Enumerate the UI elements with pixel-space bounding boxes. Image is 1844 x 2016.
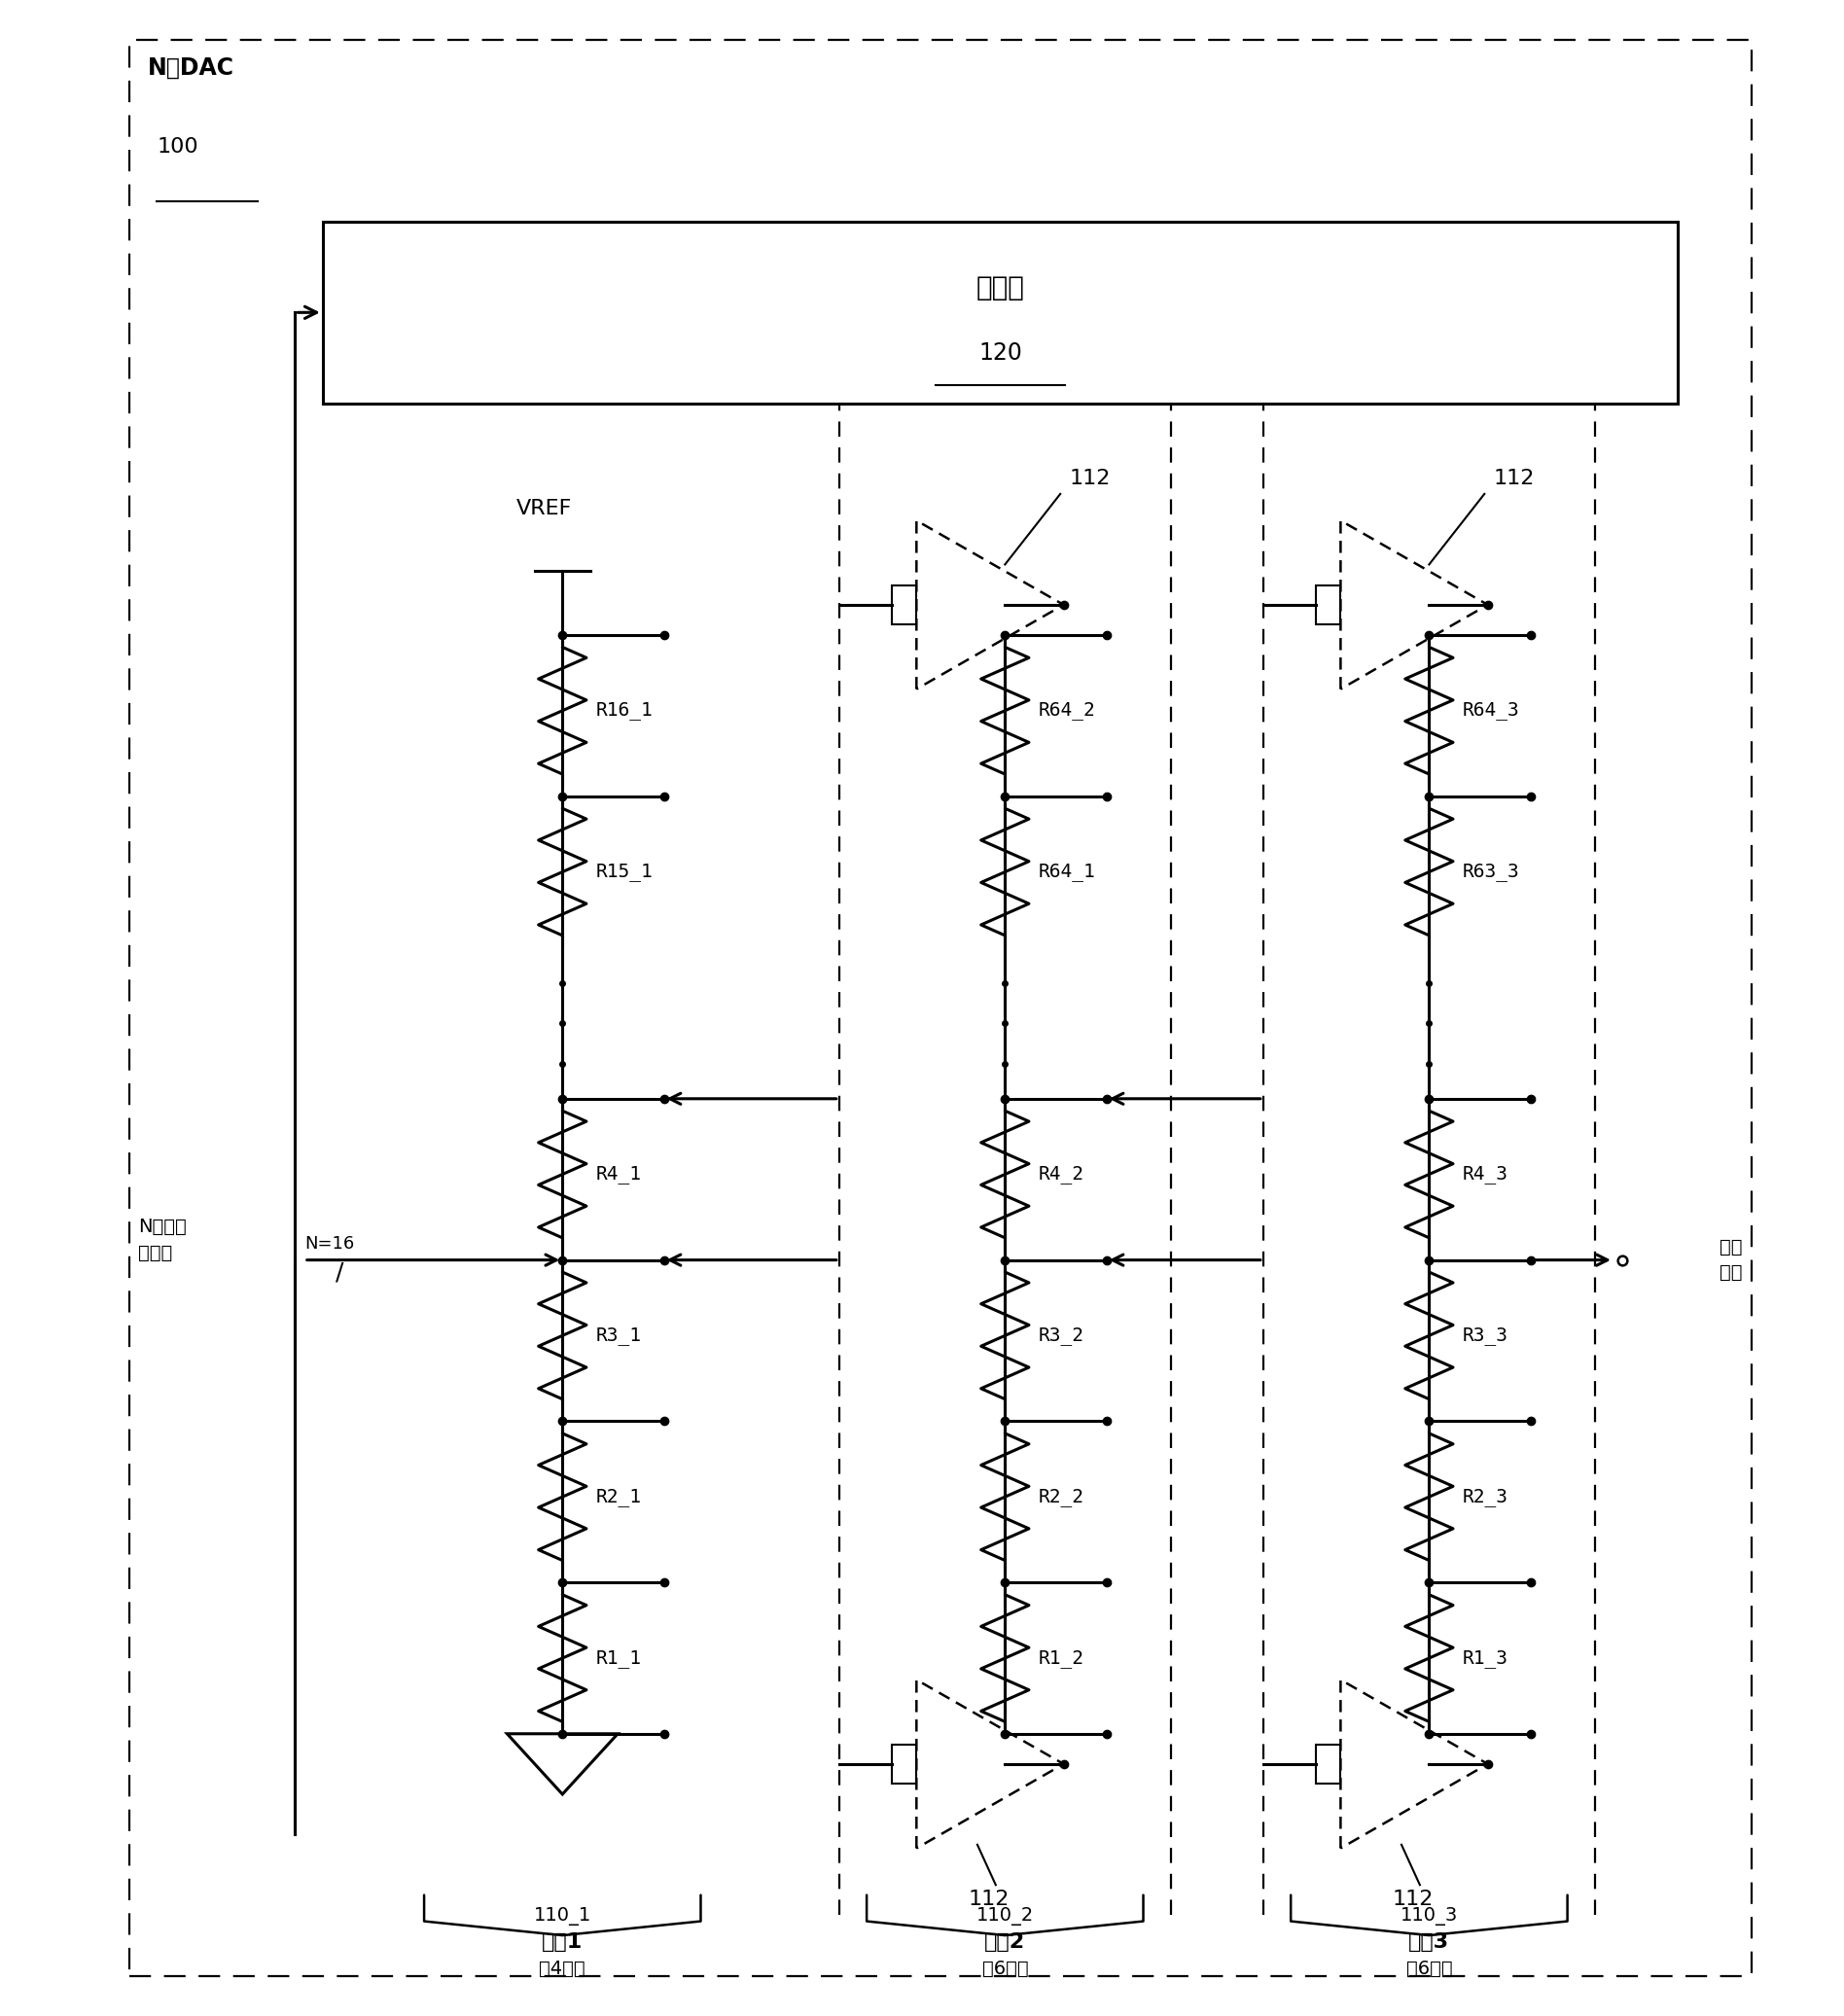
Text: 112: 112 xyxy=(968,1889,1009,1909)
Text: 分段1: 分段1 xyxy=(542,1931,583,1951)
Text: R15_1: R15_1 xyxy=(596,863,653,881)
Text: 模拟
输出: 模拟 输出 xyxy=(1720,1238,1743,1282)
Text: R3_2: R3_2 xyxy=(1038,1327,1084,1345)
Text: N=16: N=16 xyxy=(304,1236,354,1252)
Text: 110_3: 110_3 xyxy=(1400,1907,1459,1925)
Text: 110_2: 110_2 xyxy=(975,1907,1034,1925)
Bar xyxy=(892,1744,916,1782)
Text: R1_2: R1_2 xyxy=(1038,1649,1084,1667)
Text: N位DAC: N位DAC xyxy=(148,56,234,81)
Text: 112: 112 xyxy=(1070,468,1110,488)
Text: 分段2: 分段2 xyxy=(985,1931,1025,1951)
Bar xyxy=(892,585,916,623)
Text: （6位）: （6位） xyxy=(981,1960,1029,1978)
Text: R64_3: R64_3 xyxy=(1462,702,1519,720)
Text: 112: 112 xyxy=(1494,468,1534,488)
Text: /: / xyxy=(336,1260,343,1284)
Text: R3_1: R3_1 xyxy=(596,1327,642,1345)
Text: R63_3: R63_3 xyxy=(1462,863,1519,881)
Text: R64_1: R64_1 xyxy=(1038,863,1095,881)
Text: 分段3: 分段3 xyxy=(1409,1931,1449,1951)
Text: R4_2: R4_2 xyxy=(1038,1165,1084,1183)
Text: 100: 100 xyxy=(157,137,197,157)
Text: R4_1: R4_1 xyxy=(596,1165,642,1183)
Text: R16_1: R16_1 xyxy=(596,702,653,720)
Text: R2_2: R2_2 xyxy=(1038,1488,1084,1506)
Text: R2_3: R2_3 xyxy=(1462,1488,1508,1506)
Text: （6位）: （6位） xyxy=(1405,1960,1453,1978)
Text: R4_3: R4_3 xyxy=(1462,1165,1508,1183)
Text: R3_3: R3_3 xyxy=(1462,1327,1508,1345)
Text: （4位）: （4位） xyxy=(538,1960,586,1978)
Text: R2_1: R2_1 xyxy=(596,1488,642,1506)
Bar xyxy=(1317,585,1341,623)
Text: 110_1: 110_1 xyxy=(533,1907,592,1925)
Text: 120: 120 xyxy=(979,341,1022,365)
Text: VREF: VREF xyxy=(516,498,572,518)
Text: R1_1: R1_1 xyxy=(596,1649,642,1667)
Text: N位数字
输入码: N位数字 输入码 xyxy=(138,1218,186,1262)
Text: 解码器: 解码器 xyxy=(975,274,1025,302)
Bar xyxy=(1317,1744,1341,1782)
Text: R64_2: R64_2 xyxy=(1038,702,1095,720)
Text: R1_3: R1_3 xyxy=(1462,1649,1508,1667)
Text: 112: 112 xyxy=(1392,1889,1433,1909)
